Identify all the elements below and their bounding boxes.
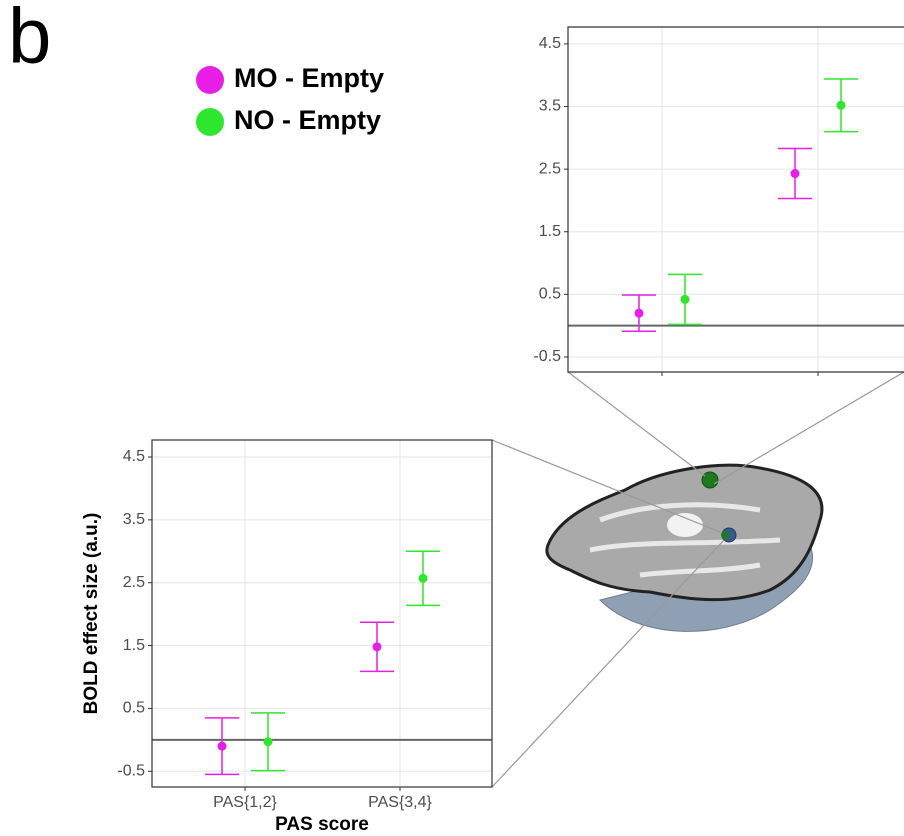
plot-background <box>152 440 492 787</box>
brain-image <box>547 465 822 631</box>
point <box>837 101 846 110</box>
x-tick-label: PAS{3,4} <box>368 794 432 811</box>
y-tick-label: 4.5 <box>539 35 561 52</box>
point <box>635 309 644 318</box>
panel-label: b <box>8 0 51 80</box>
y-tick-label: 3.5 <box>539 98 561 115</box>
legend-label: NO - Empty <box>234 105 381 135</box>
point <box>419 574 428 583</box>
point <box>681 295 690 304</box>
y-tick-label: 0.5 <box>539 286 561 303</box>
legend-label: MO - Empty <box>234 63 384 93</box>
point <box>791 169 800 178</box>
x-tick-label: PAS{1,2} <box>213 794 277 811</box>
y-tick-label: 2.5 <box>123 574 145 591</box>
y-tick-label: -0.5 <box>117 763 145 780</box>
y-axis-title: BOLD effect size (a.u.) <box>81 513 102 715</box>
point <box>218 742 227 751</box>
y-tick-label: 4.5 <box>123 448 145 465</box>
y-tick-label: 3.5 <box>123 511 145 528</box>
legend-marker <box>196 66 224 94</box>
y-tick-label: 2.5 <box>539 160 561 177</box>
point <box>264 737 273 746</box>
y-tick-label: 1.5 <box>123 637 145 654</box>
y-tick-label: 1.5 <box>539 223 561 240</box>
y-tick-label: -0.5 <box>533 348 561 365</box>
x-axis-title: PAS score <box>275 814 369 835</box>
legend-marker <box>196 108 224 136</box>
figure: b 4.5 3.5 2.5 1.5 0.5 -0.5 PAS{1,2} PAS{3,4} PAS… <box>0 0 904 836</box>
y-tick-label: 0.5 <box>123 700 145 717</box>
point <box>373 642 382 651</box>
